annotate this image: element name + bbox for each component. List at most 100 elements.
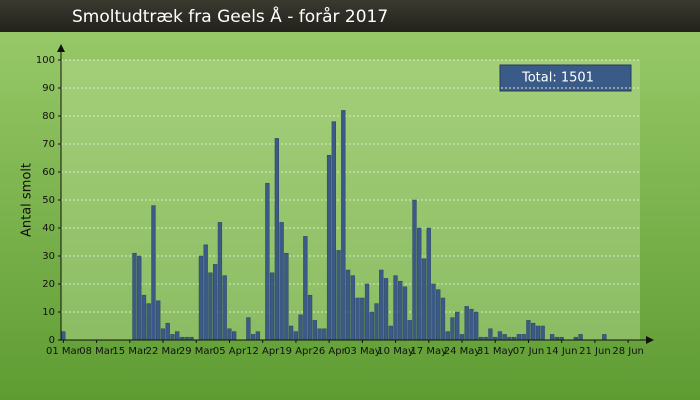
- x-tick-label: 05 Apr: [213, 346, 247, 357]
- bar: [307, 294, 313, 341]
- x-tick-label: 08 Mar: [79, 346, 115, 357]
- x-tick-label: 29 Mar: [179, 346, 215, 357]
- bar: [336, 250, 341, 341]
- bar: [312, 320, 317, 341]
- bar: [455, 311, 460, 341]
- x-tick-label: 01 Mar: [46, 346, 82, 357]
- bar: [288, 325, 294, 341]
- y-tick-label: 70: [42, 139, 55, 150]
- y-tick-label: 40: [42, 223, 55, 234]
- bar: [165, 322, 170, 341]
- bar: [141, 294, 147, 341]
- bar: [146, 303, 151, 341]
- bar: [298, 314, 303, 341]
- x-tick-label: 28 Jun: [612, 346, 644, 357]
- bar: [175, 331, 180, 341]
- bar: [379, 269, 384, 341]
- bar: [274, 138, 280, 341]
- bar: [417, 227, 422, 341]
- bar: [61, 331, 66, 341]
- bar: [402, 286, 408, 341]
- bar: [232, 331, 237, 341]
- x-tick-label: 31 May: [477, 346, 514, 357]
- y-tick-label: 0: [49, 335, 55, 346]
- bar: [284, 252, 289, 341]
- bar: [250, 334, 256, 341]
- bar: [345, 269, 351, 341]
- x-tick-label: 12 Apr: [246, 346, 280, 357]
- bar: [208, 272, 213, 341]
- bar: [431, 283, 436, 341]
- header-bar: [0, 0, 700, 32]
- bar: [156, 300, 161, 341]
- bar: [464, 306, 469, 341]
- bar: [279, 222, 284, 341]
- bar: [450, 317, 455, 341]
- bar: [227, 328, 232, 341]
- bar: [578, 334, 583, 341]
- bar: [322, 328, 327, 341]
- y-tick-label: 90: [42, 83, 55, 94]
- bar: [412, 199, 417, 341]
- x-tick-label: 03 May: [344, 346, 381, 357]
- bar: [341, 110, 346, 341]
- y-axis-arrow: [57, 44, 65, 52]
- bar: [255, 331, 261, 341]
- bar: [350, 275, 355, 341]
- bar: [459, 334, 465, 341]
- bar: [549, 334, 555, 341]
- bar: [388, 325, 393, 341]
- y-tick-label: 10: [42, 307, 55, 318]
- bar: [317, 328, 322, 341]
- total-label: Total: 1501: [521, 71, 594, 86]
- bar: [526, 320, 531, 341]
- bar: [521, 334, 526, 341]
- bar: [407, 320, 412, 341]
- x-tick-label: 21 Jun: [579, 346, 611, 357]
- bar: [360, 297, 365, 341]
- bar: [421, 258, 427, 341]
- bar: [160, 328, 166, 341]
- bar: [132, 252, 137, 341]
- x-tick-label: 15 Mar: [112, 346, 148, 357]
- bar: [198, 255, 204, 341]
- bar: [303, 236, 308, 341]
- y-tick-label: 60: [42, 167, 55, 178]
- bar: [170, 334, 175, 341]
- x-axis-arrow: [646, 336, 654, 344]
- bar: [203, 244, 208, 341]
- bar: [497, 331, 503, 341]
- x-tick-label: 24 May: [444, 346, 481, 357]
- bar: [530, 322, 536, 341]
- bar: [440, 297, 446, 341]
- y-tick-label: 30: [42, 251, 55, 262]
- bar: [293, 331, 298, 341]
- bar: [436, 289, 441, 341]
- bar: [535, 325, 541, 341]
- x-tick-label: 22 Mar: [146, 346, 182, 357]
- bar: [488, 328, 493, 341]
- x-tick-label: 26 Apr: [313, 346, 347, 357]
- bar: [374, 303, 379, 341]
- bar: [217, 222, 223, 341]
- chart-title: Smoltudtræk fra Geels Å - forår 2017: [72, 5, 388, 27]
- bar: [326, 154, 332, 341]
- bar: [213, 264, 218, 341]
- x-tick-label: 07 Jun: [513, 346, 545, 357]
- y-tick-label: 20: [42, 279, 55, 290]
- bar: [602, 334, 607, 341]
- bar: [426, 227, 431, 341]
- y-tick-label: 80: [42, 111, 55, 122]
- total-box: [499, 64, 632, 92]
- y-axis-label: Antal smolt: [20, 163, 35, 237]
- bar: [516, 334, 522, 341]
- bar: [151, 205, 156, 341]
- bar: [331, 121, 336, 341]
- x-tick-label: 10 May: [377, 346, 414, 357]
- x-tick-label: 17 May: [411, 346, 448, 357]
- bar: [364, 283, 370, 341]
- bar: [502, 334, 507, 341]
- bar: [445, 331, 450, 341]
- bar: [137, 255, 142, 341]
